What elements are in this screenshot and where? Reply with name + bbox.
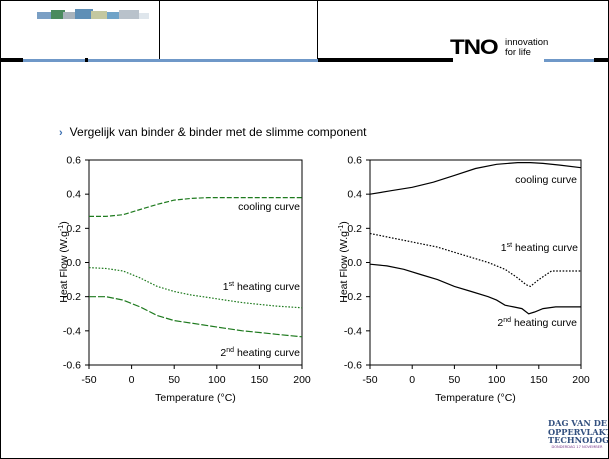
tagline-line-2: for life (505, 47, 531, 58)
curve-annotation: cooling curve (515, 174, 577, 186)
header-divider (317, 1, 318, 59)
x-tick-label: -50 (81, 374, 96, 386)
series-line-1 (369, 162, 582, 195)
annotation-suffix: heating curve (512, 242, 578, 254)
y-axis-label-sup: -1 (58, 225, 65, 231)
logo-line-3: TECHNOLOGIE (548, 435, 609, 445)
x-axis-label: Temperature (°C) (435, 392, 516, 404)
x-tick-label: 200 (293, 374, 311, 386)
curve-annotation: 2nd heating curve (220, 347, 300, 359)
bullet-text: Vergelijk van binder & binder met de sli… (69, 125, 367, 139)
series-line-2 (88, 267, 303, 309)
annotation-main: 1 (223, 281, 229, 293)
annotation-main: 2 (497, 317, 503, 329)
x-tick-label: 150 (530, 374, 548, 386)
y-axis-label-sup: -1 (338, 225, 345, 231)
y-tick-label: 0.2 (347, 223, 362, 235)
x-tick-label: 100 (488, 374, 506, 386)
y-axis-label-main: Heat Flow (W.g (338, 231, 350, 303)
annotation-sup: nd (226, 347, 234, 354)
series-line-1 (89, 197, 302, 217)
header-image-strip (29, 1, 157, 19)
annotation-sup: nd (503, 317, 511, 324)
chart-binder-with-smart-component: -0.6 -0.4 -0.2 0.0 0.2 0.4 0.6 -50 0 50 100 150 200 T… (338, 155, 590, 405)
annotation-main: 2 (220, 347, 226, 359)
y-tick-label: 0.6 (347, 155, 362, 167)
y-tick-label: -0.4 (63, 325, 81, 337)
y-axis-label-close: ) (338, 221, 350, 225)
tno-brand: TNO (450, 36, 499, 59)
y-axis-label: Heat Flow (W.g-1) (58, 221, 70, 303)
annotation-suffix: heating curve (234, 347, 300, 359)
annotation-main: 1 (501, 242, 507, 254)
logo-line-1: DAG VAN DE (548, 418, 608, 428)
header-rule (544, 59, 594, 62)
x-tick-label: 200 (572, 374, 590, 386)
y-tick-label: 0.4 (347, 189, 362, 201)
bullet-point: › Vergelijk van binder & binder met de sl… (59, 125, 367, 139)
header-rule (594, 58, 608, 62)
annotation-sup: st (507, 242, 513, 249)
y-axis-label: Heat Flow (W.g-1) (338, 221, 350, 303)
x-axis-label: Temperature (°C) (155, 392, 236, 404)
header-rule (1, 58, 23, 62)
chevron-right-icon: › (59, 127, 63, 139)
logo-line-4: DONDERDAG 17 NOVEMBER (551, 444, 603, 449)
annotation-main: cooling curve (515, 174, 577, 186)
tno-logo: TNO innovation for life (450, 36, 600, 60)
plot-frame (88, 159, 303, 366)
y-tick-label: 0.4 (66, 189, 81, 201)
series-line-3 (89, 296, 303, 338)
header-rule (88, 59, 318, 62)
y-tick-label: -0.4 (344, 325, 362, 337)
annotation-suffix: heating curve (511, 317, 577, 329)
y-tick-label: 0.0 (347, 257, 362, 269)
annotation-main: cooling curve (238, 201, 300, 213)
curve-annotation: cooling curve (238, 201, 300, 213)
header-image-icon (37, 9, 149, 19)
tagline-line-1: innovation (505, 37, 549, 48)
header-rule (23, 59, 85, 62)
y-tick-label: -0.6 (344, 360, 362, 372)
slide-header: TNO innovation for life (1, 1, 608, 63)
y-tick-label: 0.6 (66, 155, 81, 167)
annotation-sup: st (229, 281, 235, 288)
y-tick-label: 0.0 (66, 257, 81, 269)
y-tick-label: -0.2 (344, 291, 362, 303)
x-tick-label: 0 (409, 374, 415, 386)
curve-annotation: 1st heating curve (501, 242, 578, 254)
x-tick-label: 100 (208, 374, 226, 386)
header-divider (159, 1, 160, 59)
header-rule (318, 58, 453, 62)
y-tick-label: 0.2 (66, 223, 81, 235)
y-axis-label-main: Heat Flow (W.g (58, 231, 70, 303)
x-tick-label: 50 (449, 374, 461, 386)
x-tick-label: 0 (129, 374, 135, 386)
y-axis-label-close: ) (58, 221, 70, 225)
x-tick-label: 50 (168, 374, 180, 386)
curve-annotation: 2nd heating curve (497, 317, 577, 329)
y-tick-label: -0.6 (63, 360, 81, 372)
x-tick-label: -50 (362, 374, 377, 386)
curve-annotation: 1st heating curve (223, 281, 300, 293)
chart-binder: -0.6 -0.4 -0.2 0.0 0.2 0.4 0.6 -50 0 50 100 150 200 T… (58, 155, 311, 405)
series-line-2 (369, 232, 581, 288)
annotation-suffix: heating curve (234, 281, 300, 293)
x-tick-label: 150 (251, 374, 269, 386)
header-rule (85, 58, 88, 62)
y-tick-label: -0.2 (63, 291, 81, 303)
plot-frame (369, 159, 582, 366)
tno-tagline: innovation for life (505, 38, 548, 58)
series-line-3 (369, 263, 581, 315)
